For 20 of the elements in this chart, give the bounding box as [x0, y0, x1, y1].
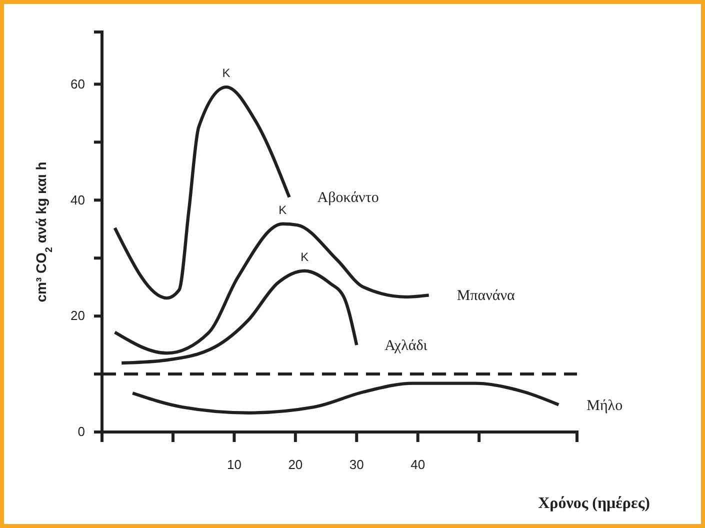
x-tick-label: 20 — [288, 457, 303, 472]
y-tick-label: 20 — [70, 308, 85, 324]
line-series — [113, 222, 430, 355]
line-series — [113, 85, 291, 300]
annotation: Κ — [300, 250, 309, 264]
x-tick-label: 40 — [410, 457, 426, 472]
y-tick-label: 0 — [78, 424, 85, 440]
x-tick-label: 10 — [226, 457, 242, 472]
y-tick-label: 40 — [70, 192, 85, 208]
line-series — [131, 382, 560, 414]
y-tick-label: 60 — [70, 76, 85, 92]
x-axis-title: Χρόνος (ημέρες) — [538, 495, 650, 512]
line-series — [120, 269, 358, 365]
annotation: Κ — [222, 66, 230, 80]
annotation: Κ — [278, 202, 287, 217]
x-tick-label: 30 — [349, 457, 364, 472]
series-label: Μήλο — [586, 398, 623, 414]
series-label: Μπανάνα — [456, 288, 516, 304]
series-label: Αβοκάντο — [317, 190, 379, 206]
series-label: Αχλάδι — [384, 338, 428, 354]
